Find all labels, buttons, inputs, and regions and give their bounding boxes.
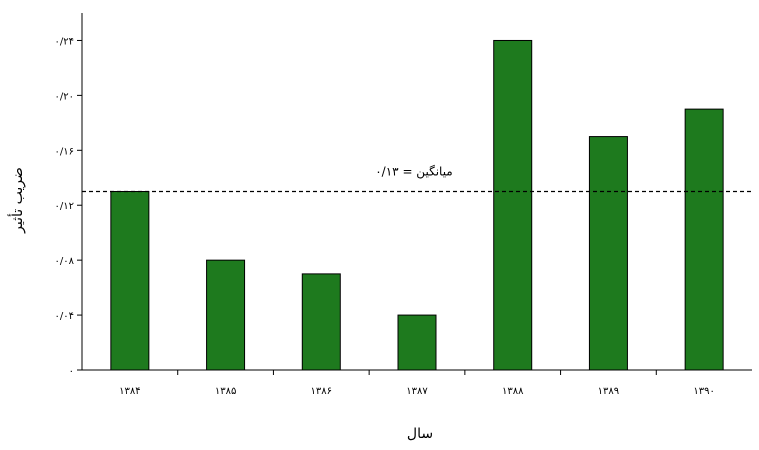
y-axis-title: ضریب تأثیر [7,167,26,234]
y-tick-label-2: ۰/۰۸ [55,256,75,267]
x-tick-label-0: ۱۳۸۴ [119,386,140,397]
mean-line-label: میانگین = ۰/۱۳ [375,165,453,180]
x-tick-label-2: ۱۳۸۶ [311,386,332,397]
bar-4 [493,39,533,371]
y-tick-label-0: ۰ [69,366,74,377]
axes-group [81,13,752,371]
x-tick-label-4: ۱۳۸۸ [502,386,524,397]
bar-5 [588,136,628,371]
bar-0 [110,191,150,371]
bar-1 [206,259,246,371]
x-tick-label-3: ۱۳۸۷ [406,386,428,397]
y-tick-label-6: ۰/۲۴ [55,36,74,47]
bar-2 [301,273,341,371]
bars-group [110,39,724,371]
bar-3 [397,314,437,371]
y-tick-label-1: ۰/۰۴ [55,311,74,322]
x-axis-title: سال [407,426,433,442]
y-ticks-group: ۰ ۰/۰۴ ۰/۰۸ ۰/۱۲ ۰/۱۶ ۰/۲۰ ۰/۲۴ [55,36,82,377]
y-tick-label-5: ۰/۲۰ [55,91,74,102]
x-tick-label-1: ۱۳۸۵ [215,386,236,397]
y-tick-label-3: ۰/۱۲ [55,201,74,212]
x-tick-label-6: ۱۳۹۰ [693,386,714,397]
x-ticks-group: ۱۳۸۴ ۱۳۸۵ ۱۳۸۶ ۱۳۸۷ ۱۳۸۸ ۱۳۸۹ ۱۳۹۰ [119,370,715,397]
x-tick-label-5: ۱۳۸۹ [598,386,619,397]
bar-6 [684,108,724,371]
y-tick-label-4: ۰/۱۶ [55,146,74,157]
